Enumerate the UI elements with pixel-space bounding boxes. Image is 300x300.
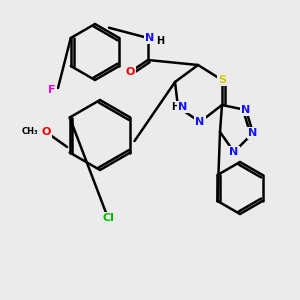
Text: N: N xyxy=(230,147,238,157)
Text: N: N xyxy=(178,102,188,112)
Text: F: F xyxy=(48,85,56,95)
Text: N: N xyxy=(195,117,205,127)
Text: Cl: Cl xyxy=(102,213,114,223)
Text: O: O xyxy=(41,127,51,137)
Text: N: N xyxy=(146,33,154,43)
Text: O: O xyxy=(125,67,135,77)
Text: N: N xyxy=(248,128,258,138)
Text: CH₃: CH₃ xyxy=(22,128,38,136)
Text: H: H xyxy=(156,36,164,46)
Text: S: S xyxy=(218,75,226,85)
Text: N: N xyxy=(242,105,250,115)
Text: H: H xyxy=(171,102,179,112)
